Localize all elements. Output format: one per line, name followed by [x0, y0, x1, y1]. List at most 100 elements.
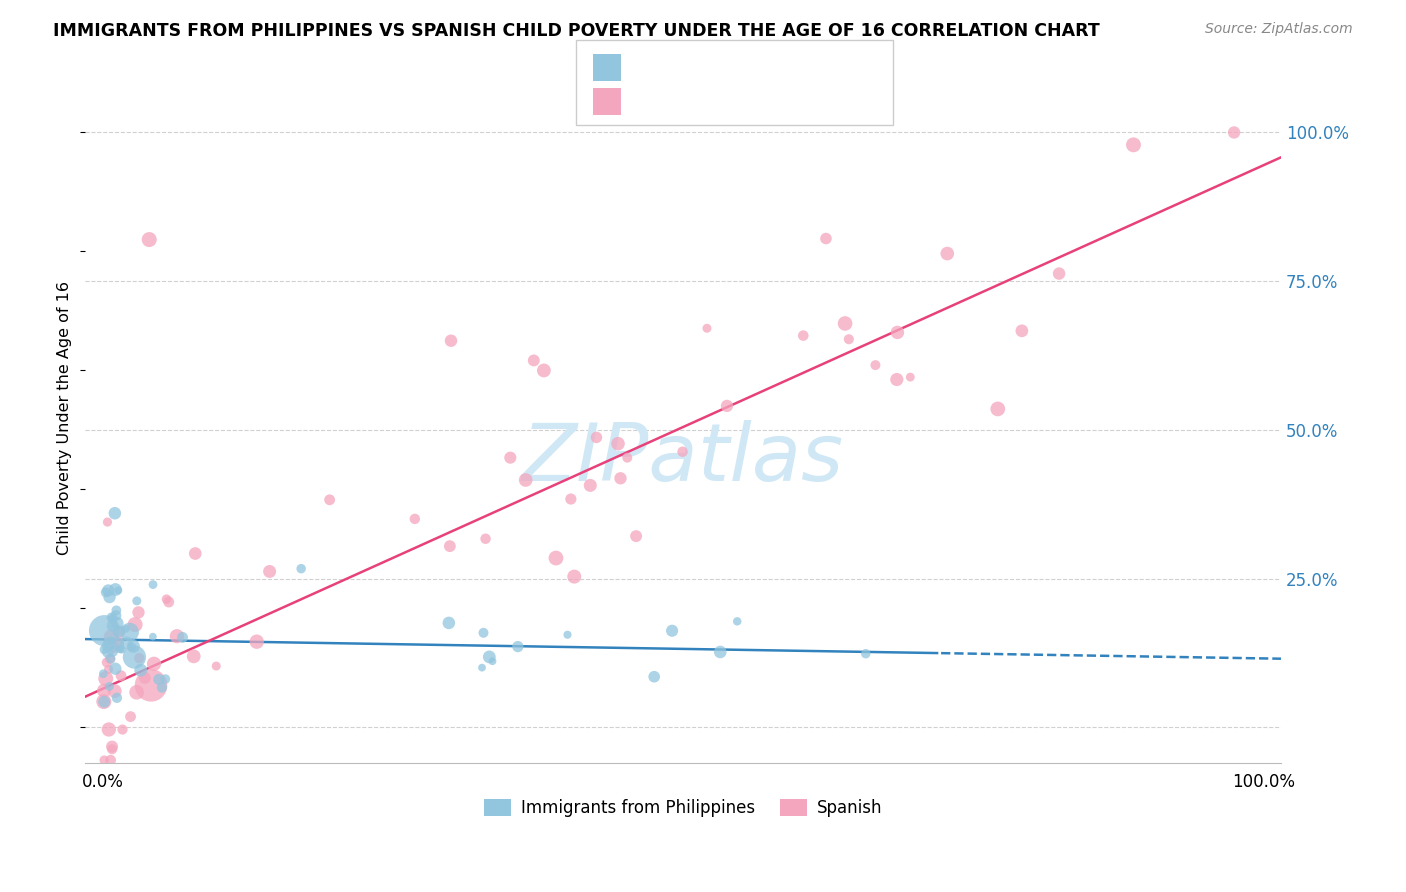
Point: [643, 670, 665, 684]
Point: [472, 625, 495, 640]
Point: [96, 515, 118, 529]
Point: [246, 634, 269, 648]
Point: [93, 695, 115, 709]
Point: [93, 683, 115, 698]
Point: [108, 624, 131, 639]
Point: [107, 583, 129, 598]
Point: [671, 444, 693, 458]
Text: -0.071: -0.071: [679, 59, 744, 77]
Point: [148, 673, 170, 687]
Point: [142, 577, 165, 591]
Point: [94, 672, 117, 686]
Point: [616, 450, 638, 465]
Text: N =: N =: [749, 93, 796, 111]
Point: [792, 328, 814, 343]
Point: [98, 636, 121, 650]
Point: [624, 529, 647, 543]
Point: [166, 629, 188, 643]
Point: [97, 583, 120, 598]
Point: [562, 569, 585, 583]
Point: [886, 326, 908, 340]
Point: [661, 624, 683, 638]
Point: [110, 668, 132, 682]
Point: [936, 246, 959, 260]
Point: [98, 680, 121, 694]
Point: [127, 606, 149, 620]
Point: [716, 399, 738, 413]
Point: [725, 615, 748, 629]
Point: [205, 659, 228, 673]
Point: [139, 678, 162, 692]
Point: [93, 753, 115, 767]
Point: [101, 645, 124, 659]
Point: [111, 642, 134, 657]
Point: [404, 512, 426, 526]
Point: [814, 231, 837, 245]
Point: [94, 585, 117, 599]
Point: [108, 625, 131, 640]
Point: [523, 353, 546, 368]
Point: [115, 636, 138, 650]
Point: [107, 636, 129, 650]
Point: [709, 645, 731, 659]
Text: 56: 56: [797, 59, 823, 77]
Point: [290, 562, 312, 576]
Point: [104, 506, 127, 520]
Point: [125, 685, 148, 699]
Point: [865, 358, 887, 372]
Point: [118, 625, 141, 640]
Point: [128, 651, 150, 665]
Point: [585, 430, 607, 444]
Text: IMMIGRANTS FROM PHILIPPINES VS SPANISH CHILD POVERTY UNDER THE AGE OF 16 CORRELA: IMMIGRANTS FROM PHILIPPINES VS SPANISH C…: [53, 22, 1099, 40]
Point: [259, 565, 281, 579]
Point: [533, 363, 555, 377]
Point: [143, 657, 166, 671]
Point: [183, 649, 205, 664]
Point: [184, 547, 207, 561]
Point: [1011, 324, 1033, 338]
Point: [440, 334, 463, 348]
Text: N =: N =: [749, 59, 796, 77]
Point: [124, 650, 146, 665]
Point: [834, 317, 856, 331]
Legend: Immigrants from Philippines, Spanish: Immigrants from Philippines, Spanish: [478, 792, 889, 824]
Point: [481, 654, 503, 668]
Point: [103, 640, 125, 655]
Point: [100, 652, 122, 666]
Point: [437, 615, 460, 630]
Point: [101, 742, 124, 756]
Point: [855, 647, 877, 661]
Point: [607, 436, 630, 450]
Point: [1223, 126, 1246, 140]
Point: [111, 723, 134, 737]
Text: 71: 71: [797, 93, 823, 111]
Point: [101, 610, 124, 624]
Text: 0.636: 0.636: [679, 93, 735, 111]
Point: [97, 639, 120, 653]
Text: ZIPatlas: ZIPatlas: [522, 420, 844, 499]
Point: [134, 671, 156, 685]
Point: [100, 753, 122, 767]
Point: [105, 690, 128, 705]
Point: [560, 491, 582, 506]
Point: [104, 582, 127, 597]
Point: [129, 663, 152, 677]
Point: [318, 492, 340, 507]
Point: [987, 401, 1010, 416]
Point: [478, 649, 501, 664]
Point: [108, 641, 131, 656]
Point: [1047, 267, 1070, 281]
Text: Source: ZipAtlas.com: Source: ZipAtlas.com: [1205, 22, 1353, 37]
Point: [98, 590, 121, 604]
Point: [97, 723, 120, 737]
Point: [1122, 137, 1144, 152]
Point: [115, 622, 138, 636]
Y-axis label: Child Poverty Under the Age of 16: Child Poverty Under the Age of 16: [58, 281, 72, 555]
Point: [506, 640, 529, 654]
Text: R =: R =: [630, 59, 669, 77]
Point: [125, 594, 148, 608]
Point: [515, 473, 537, 487]
Point: [120, 709, 142, 723]
Point: [609, 471, 631, 485]
Point: [105, 603, 128, 617]
